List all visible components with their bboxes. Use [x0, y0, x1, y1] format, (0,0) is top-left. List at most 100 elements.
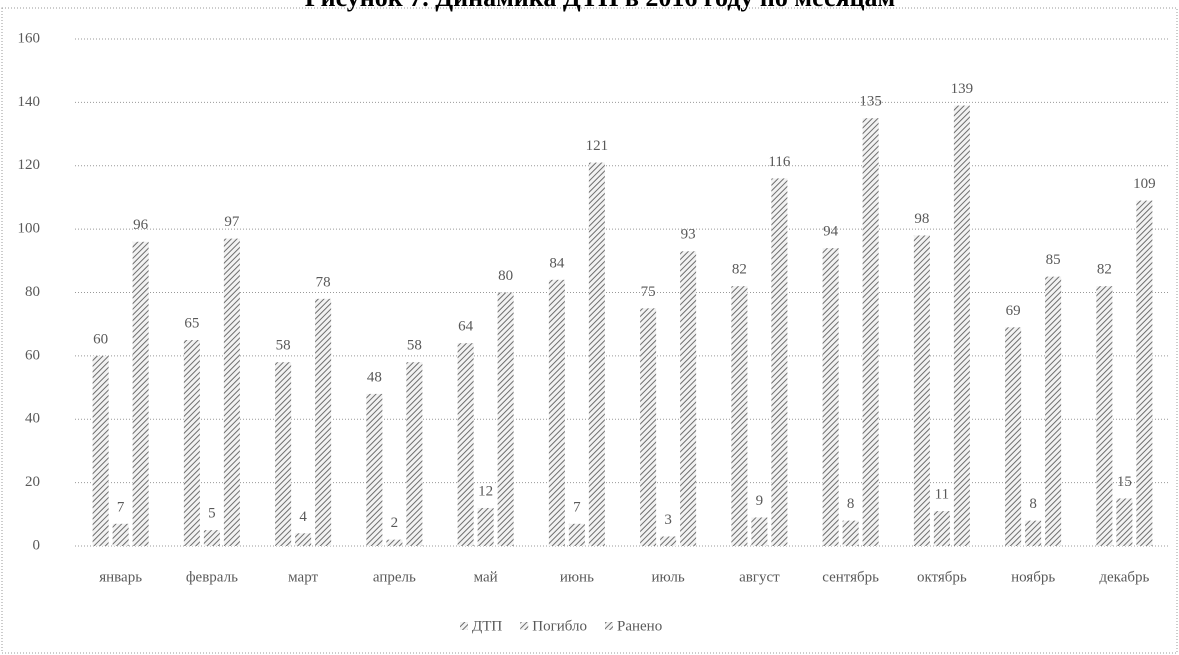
- bar: [913, 235, 930, 546]
- y-tick-label: 0: [33, 537, 41, 553]
- bar: [406, 362, 423, 546]
- data-label: 98: [914, 211, 929, 227]
- data-label: 96: [133, 217, 149, 233]
- bar: [588, 162, 605, 547]
- x-tick-label: февраль: [186, 569, 238, 585]
- data-label: 93: [681, 227, 696, 243]
- data-label: 135: [859, 94, 882, 110]
- y-tick-label: 80: [25, 284, 40, 300]
- legend-label: ДТП: [472, 618, 502, 634]
- data-label: 2: [391, 515, 399, 531]
- x-tick-label: октябрь: [917, 569, 967, 585]
- bar: [1045, 276, 1062, 546]
- data-label: 82: [1097, 262, 1112, 278]
- y-tick-label: 60: [25, 347, 40, 363]
- bar: [457, 343, 474, 546]
- data-label: 5: [208, 506, 216, 522]
- data-label: 80: [498, 268, 513, 284]
- x-tick-label: август: [739, 569, 780, 585]
- data-label: 8: [847, 496, 855, 512]
- data-label: 58: [276, 338, 291, 354]
- bar: [751, 517, 768, 546]
- data-label: 58: [407, 338, 422, 354]
- y-tick-label: 100: [18, 221, 41, 237]
- data-label: 82: [732, 262, 747, 278]
- y-tick-label: 120: [18, 157, 41, 173]
- bar: [640, 308, 657, 546]
- data-label: 139: [951, 81, 974, 97]
- bar: [1005, 327, 1022, 546]
- data-label: 60: [93, 331, 108, 347]
- bar: [183, 340, 200, 546]
- legend-label: Ранено: [617, 618, 662, 634]
- data-label: 69: [1006, 303, 1021, 319]
- bar: [1025, 520, 1042, 546]
- legend-label: Погибло: [532, 618, 587, 634]
- data-label: 121: [586, 138, 609, 154]
- x-tick-label: сентябрь: [822, 569, 879, 585]
- data-label: 7: [573, 499, 581, 515]
- bar: [112, 523, 129, 546]
- bar: [953, 105, 970, 546]
- bar: [862, 118, 879, 546]
- data-label: 78: [316, 274, 331, 290]
- data-label: 94: [823, 224, 839, 240]
- bar: [660, 536, 677, 546]
- bar: [568, 523, 585, 546]
- x-tick-label: май: [474, 569, 498, 585]
- data-label: 75: [641, 284, 656, 300]
- x-tick-label: ноябрь: [1011, 569, 1055, 585]
- bar: [680, 251, 697, 546]
- data-label: 48: [367, 369, 382, 385]
- data-label: 65: [184, 315, 199, 331]
- y-tick-label: 160: [18, 30, 41, 46]
- data-label: 8: [1029, 496, 1037, 512]
- x-tick-label: апрель: [373, 569, 416, 585]
- chart-border: [1, 7, 1178, 654]
- bar: [822, 248, 839, 546]
- bar: [275, 362, 292, 546]
- bar: [933, 511, 950, 546]
- bar: [548, 279, 565, 546]
- bar: [203, 530, 220, 546]
- y-tick-label: 20: [25, 474, 40, 490]
- legend-swatch: [460, 622, 468, 630]
- data-label: 4: [299, 509, 307, 525]
- y-tick-label: 40: [25, 411, 40, 427]
- data-label: 15: [1117, 474, 1132, 490]
- data-label: 9: [756, 493, 764, 509]
- bar: [842, 520, 859, 546]
- bar: [366, 393, 383, 546]
- x-tick-label: декабрь: [1099, 569, 1149, 585]
- data-label: 85: [1046, 252, 1061, 268]
- data-label: 116: [768, 154, 790, 170]
- chart-title: Рисунок 7. Динамика ДТП в 2016 году по м…: [305, 0, 896, 12]
- x-tick-label: июнь: [560, 569, 594, 585]
- bar: [1136, 200, 1153, 546]
- data-label: 84: [549, 255, 565, 271]
- bar: [477, 507, 494, 546]
- bar: [1116, 498, 1133, 546]
- data-label: 11: [935, 487, 949, 503]
- data-label: 64: [458, 319, 474, 335]
- bar: [771, 178, 788, 547]
- bar: [295, 533, 312, 546]
- data-label: 109: [1133, 176, 1156, 192]
- data-label: 12: [478, 483, 493, 499]
- bar: [92, 355, 109, 546]
- legend-swatch: [520, 622, 529, 630]
- bar: [1096, 286, 1113, 546]
- x-tick-label: июль: [652, 569, 685, 585]
- bar: [497, 292, 514, 546]
- bar: [731, 286, 748, 546]
- bar: [386, 539, 403, 546]
- data-label: 97: [224, 214, 240, 230]
- x-tick-label: январь: [99, 569, 142, 585]
- bar: [223, 238, 240, 546]
- y-tick-label: 140: [18, 94, 41, 110]
- data-label: 3: [664, 512, 672, 528]
- data-label: 7: [117, 499, 125, 515]
- x-tick-label: март: [288, 569, 318, 585]
- bar: [315, 298, 332, 546]
